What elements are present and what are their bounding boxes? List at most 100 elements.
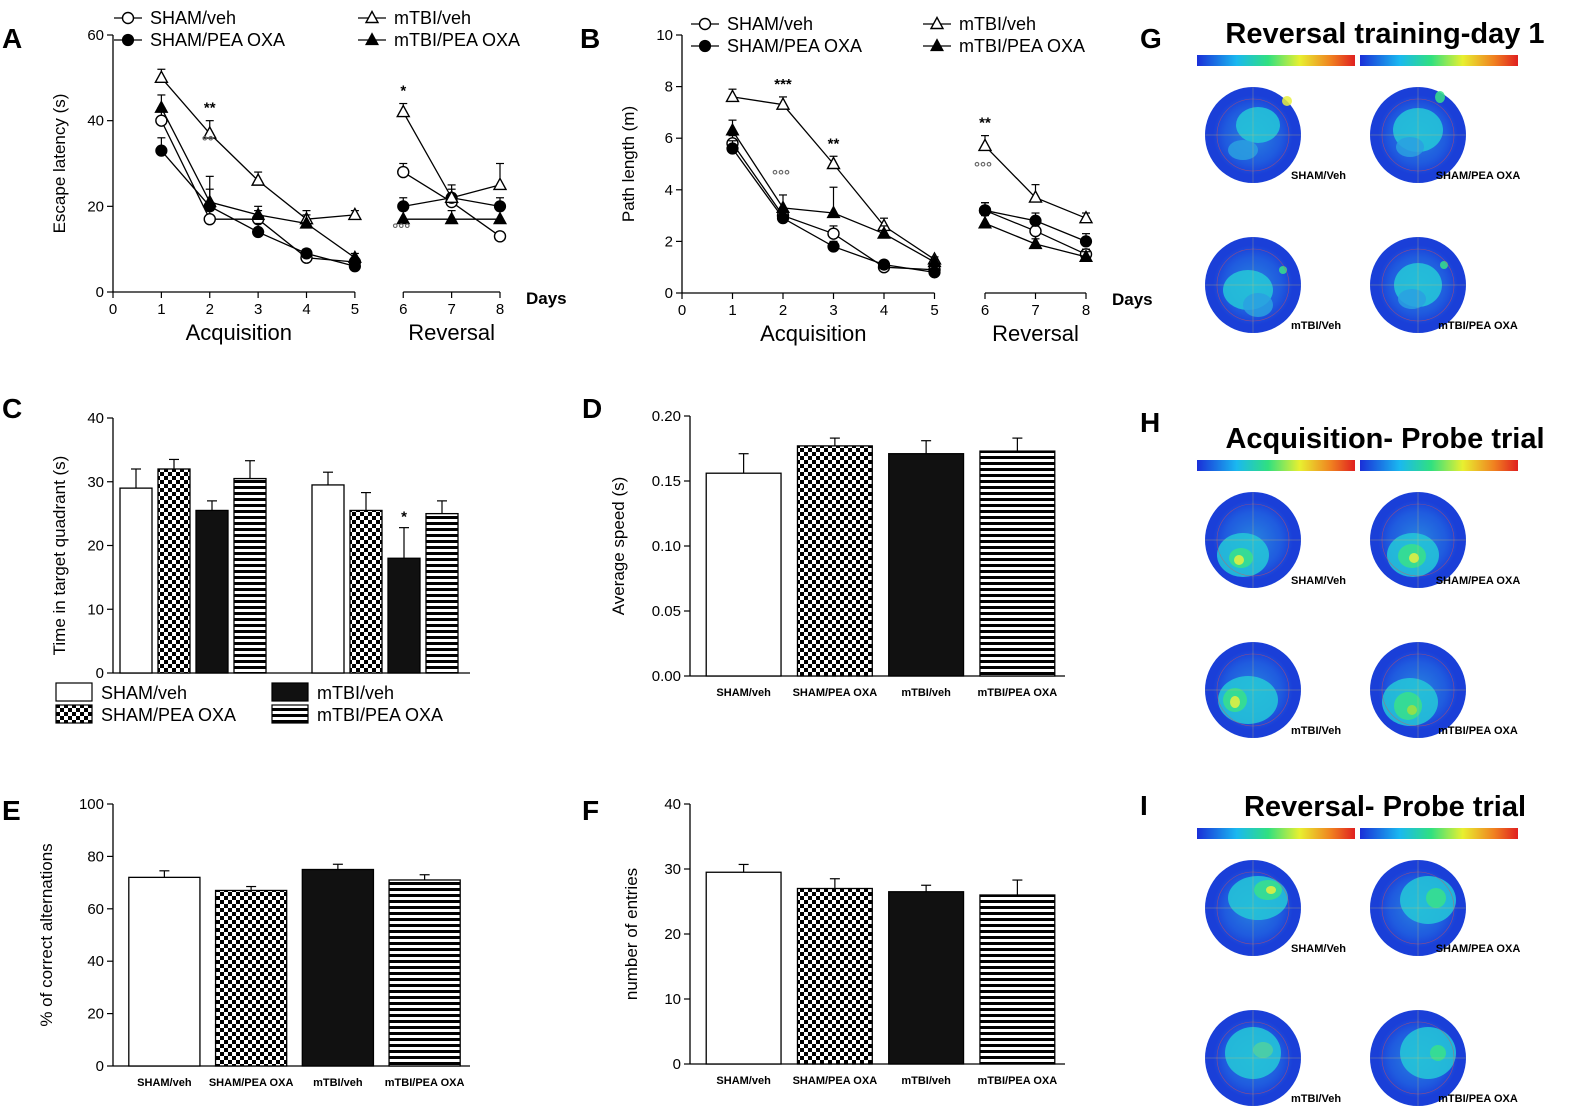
legend-label: SHAM/veh — [150, 8, 236, 28]
data-point — [927, 254, 942, 268]
y-tick-label: 20 — [87, 538, 104, 555]
significance-mark: *** — [774, 76, 792, 93]
chart-correct-alternations: 0 20 40 60 80 100 % of correct alternations SHA… — [37, 796, 470, 1089]
chart-path-length: 0 2 4 6 8 10 0 1 2 3 4 5 6 7 8 Days Acquisition Reversal P… — [619, 14, 1153, 346]
significance-mark: °°° — [974, 160, 992, 177]
y-tick-label: 10 — [656, 27, 673, 44]
phase-label-acquisition: Acquisition — [760, 321, 866, 346]
x-tick-label: 6 — [981, 302, 989, 319]
x-tick-label: 3 — [254, 301, 262, 318]
data-point — [202, 125, 217, 139]
legend-marker — [698, 39, 712, 53]
y-tick-label: 20 — [664, 926, 681, 943]
data-point — [877, 258, 891, 271]
heat-blob — [1396, 137, 1424, 157]
bar-mTBI/PEA OXA — [233, 477, 267, 674]
bar-SHAM/PEA OXA — [796, 445, 873, 677]
y-tick-label: 40 — [87, 113, 104, 130]
y-axis-label: Escape latency (s) — [50, 94, 69, 234]
data-point — [1028, 189, 1043, 203]
data-point — [492, 211, 508, 225]
legend-label: mTBI/PEA OXA — [959, 36, 1085, 56]
data-point — [493, 230, 507, 243]
phase-label-acquisition: Acquisition — [186, 320, 292, 345]
bar-SHAM/veh — [311, 484, 345, 674]
bar-mTBI/PEA OXA — [388, 879, 461, 1067]
data-point — [725, 122, 740, 136]
y-tick-label: 0.20 — [652, 408, 681, 425]
x-tick-label: 5 — [351, 301, 359, 318]
legend-swatch — [271, 682, 309, 702]
y-tick-label: 60 — [87, 27, 104, 44]
panel-label-D: D — [582, 393, 602, 424]
x-tick-label: 2 — [206, 301, 214, 318]
legend-label: mTBI/PEA OXA — [317, 705, 443, 725]
y-axis-label: Time in target quadrant (s) — [50, 456, 69, 656]
heatmap-title: Reversal- Probe trial — [1244, 791, 1526, 823]
heat-blob — [1266, 886, 1276, 894]
legend-swatch — [55, 704, 93, 724]
significance-mark: ** — [204, 100, 216, 117]
y-tick-label: 2 — [665, 233, 673, 250]
x-tick-label: 0 — [678, 302, 686, 319]
bar-mTBI/veh — [195, 509, 229, 674]
y-tick-label: 60 — [87, 901, 104, 918]
legend-label: mTBI/veh — [394, 8, 471, 28]
bar-SHAM/PEA OXA — [214, 889, 288, 1067]
legend-label: SHAM/PEA OXA — [727, 36, 862, 56]
data-point — [1029, 224, 1042, 238]
legend-label: SHAM/veh — [727, 14, 813, 34]
category-label: SHAM/PEA OXA — [209, 1077, 294, 1089]
heatmap-group-label: SHAM/PEA OXA — [1436, 170, 1521, 182]
heat-blob — [1236, 107, 1280, 143]
data-point — [978, 204, 992, 217]
heat-blob — [1243, 293, 1273, 317]
heat-blob — [1430, 1045, 1446, 1061]
data-point — [775, 96, 791, 110]
bar-SHAM/veh — [705, 472, 782, 677]
heatmap-group-label: SHAM/Veh — [1291, 575, 1346, 587]
y-axis-label: Average speed (s) — [609, 477, 628, 616]
x-tick-label: 0 — [109, 301, 117, 318]
y-axis-label: Path length (m) — [619, 106, 638, 222]
data-point — [154, 100, 169, 113]
colorbar — [1360, 460, 1518, 471]
legend-label: SHAM/PEA OXA — [150, 30, 285, 50]
category-label: mTBI/veh — [313, 1077, 363, 1089]
y-tick-label: 10 — [664, 991, 681, 1008]
y-tick-label: 20 — [87, 1006, 104, 1023]
heat-blob — [1253, 1042, 1273, 1058]
data-point — [155, 114, 168, 127]
panel-label-I: I — [1140, 790, 1148, 821]
heatmap-panel-reversal-training: Reversal training-day 1 SHAM/Veh SHAM/PEA … — [1197, 18, 1545, 333]
significance-mark: °°° — [392, 221, 410, 238]
colorbar — [1197, 55, 1355, 66]
category-label: SHAM/PEA OXA — [793, 1075, 878, 1087]
heatmap-group-label: SHAM/Veh — [1291, 943, 1346, 955]
data-point — [155, 144, 168, 157]
y-tick-label: 0.15 — [652, 473, 681, 490]
x-tick-label: 7 — [1031, 302, 1039, 319]
x-tick-label: 2 — [779, 302, 787, 319]
phase-label-reversal: Reversal — [992, 321, 1079, 346]
y-tick-label: 40 — [87, 953, 104, 970]
heatmap-panel-acquisition-probe: Acquisition- Probe trial SHAM/Veh SHAM/PEA… — [1197, 423, 1545, 738]
bar-mTBI/veh — [301, 868, 375, 1067]
category-label: mTBI/veh — [901, 1075, 951, 1087]
data-point — [1029, 214, 1042, 227]
y-tick-label: 40 — [664, 796, 681, 813]
heatmap-group-label: SHAM/Veh — [1291, 170, 1346, 182]
y-tick-label: 30 — [87, 474, 104, 491]
x-axis-days-label: Days — [526, 289, 567, 308]
data-point — [203, 212, 216, 226]
data-point — [1028, 236, 1043, 250]
data-point — [202, 194, 217, 208]
y-tick-label: 0 — [673, 1056, 681, 1073]
significance-mark: * — [401, 509, 407, 526]
y-tick-label: 6 — [665, 130, 673, 147]
y-axis-label: % of correct alternations — [37, 843, 56, 1026]
data-point — [347, 249, 362, 263]
data-point — [299, 215, 314, 229]
phase-label-reversal: Reversal — [408, 320, 495, 345]
data-point — [827, 227, 840, 240]
